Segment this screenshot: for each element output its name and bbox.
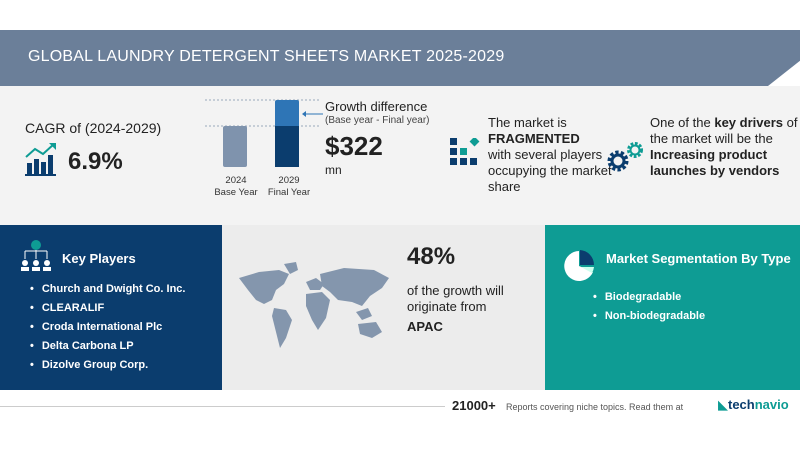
fragmented-text: The market is FRAGMENTED with several play… (488, 115, 612, 194)
cagr-label: CAGR of (2024-2029) (25, 120, 162, 136)
list-item: CLEARALIF (30, 299, 185, 318)
drivers-text: One of the key drivers of the market wil… (650, 115, 798, 178)
footer-text: Reports covering niche topics. Read them… (506, 402, 684, 412)
page-title: GLOBAL LAUNDRY DETERGENT SHEETS MARKET 2… (28, 48, 505, 65)
summary-section (0, 86, 800, 225)
footer-divider (0, 406, 445, 407)
region-percent: 48% (407, 243, 456, 270)
list-item: Croda International Plc (30, 318, 185, 337)
bar-label-2029: 2029 Final Year (267, 175, 311, 198)
segmentation-list: Biodegradable Non-biodegradable (593, 288, 705, 326)
pie-chart-icon (564, 250, 595, 281)
growth-chart-icon (25, 143, 56, 176)
growth-amount: $322 (325, 131, 383, 161)
technavio-logo[interactable]: ◣technavio (718, 397, 789, 412)
gears-icon (607, 142, 643, 172)
growth-difference-title: Growth difference (325, 99, 428, 114)
segmentation-panel: Market Segmentation By Type Biodegradabl… (545, 225, 800, 390)
region-panel: 48% of the growth will originate from AP… (222, 225, 545, 390)
bar-2029-base (275, 126, 299, 167)
logo-mark-icon: ◣ (718, 397, 728, 412)
segmentation-title: Market Segmentation By Type (606, 251, 791, 266)
growth-difference-subtitle: (Base year - Final year) (325, 115, 430, 126)
bar-2024 (223, 126, 247, 167)
list-item: Delta Carbona LP (30, 337, 185, 356)
bar-2029-growth (275, 100, 299, 130)
key-players-panel: Key Players Church and Dwight Co. Inc. C… (0, 225, 222, 390)
list-item: Biodegradable (593, 288, 705, 307)
list-item: Church and Dwight Co. Inc. (30, 280, 186, 299)
blocks-icon (450, 138, 480, 165)
world-map-icon (239, 262, 389, 348)
key-players-list: Church and Dwight Co. Inc. CLEARALIF Cro… (30, 280, 186, 375)
header-band (0, 30, 800, 86)
region-name: APAC (407, 319, 443, 334)
region-text: of the growth will originate from (407, 283, 504, 314)
cagr-value: 6.9% (68, 148, 123, 175)
list-item: Non-biodegradable (593, 307, 705, 326)
growth-bar-chart (205, 99, 323, 167)
key-players-title: Key Players (62, 251, 136, 266)
org-chart-icon (21, 240, 51, 271)
growth-unit: mn (325, 163, 342, 177)
report-count: 21000+ (452, 398, 496, 413)
bar-label-2024: 2024 Base Year (214, 175, 258, 198)
list-item: Dizolve Group Corp. (30, 356, 185, 375)
